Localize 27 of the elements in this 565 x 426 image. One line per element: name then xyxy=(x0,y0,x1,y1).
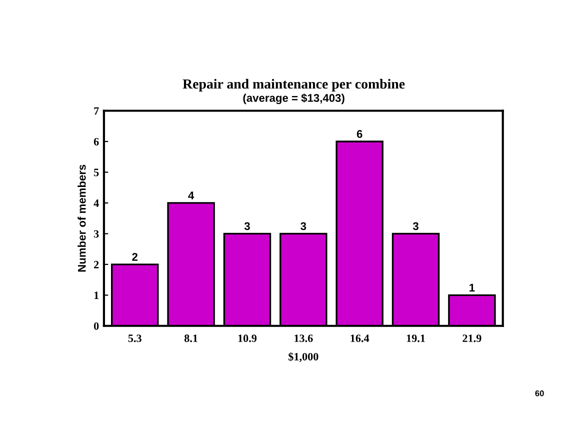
x-tick-label: 10.9 xyxy=(238,334,257,342)
y-axis-title: Number of members xyxy=(78,164,86,272)
x-tick-label: 8.1 xyxy=(184,334,198,342)
y-tick-label: 1 xyxy=(94,292,99,300)
data-label: 2 xyxy=(132,252,138,261)
x-tick-label: 16.4 xyxy=(350,334,370,342)
x-tick-label: 13.6 xyxy=(294,334,313,342)
data-label: 6 xyxy=(356,130,362,138)
data-label: 3 xyxy=(412,222,418,230)
y-tick-label: 6 xyxy=(94,138,99,146)
y-tick-label: 3 xyxy=(94,230,99,238)
x-tick-label: 19.1 xyxy=(406,334,425,342)
x-tick-label: 5.3 xyxy=(128,334,142,342)
y-tick-label: 2 xyxy=(94,260,99,268)
y-tick-label: 4 xyxy=(94,200,99,207)
x-axis-title: $1,000 xyxy=(288,352,318,362)
y-tick-label: 0 xyxy=(94,322,99,330)
y-tick-label: 5 xyxy=(94,168,99,176)
data-label: 3 xyxy=(244,222,250,230)
chart-title: Repair and maintenance per combine xyxy=(182,78,405,92)
data-label: 1 xyxy=(470,284,475,292)
text: 60 xyxy=(535,390,544,396)
data-label: 4 xyxy=(188,192,194,200)
x-tick-label: 21.9 xyxy=(462,334,482,342)
data-label: 3 xyxy=(300,222,306,230)
chart-subtitle: (average = $13,403) xyxy=(243,94,344,104)
y-tick-label: 7 xyxy=(94,107,99,115)
